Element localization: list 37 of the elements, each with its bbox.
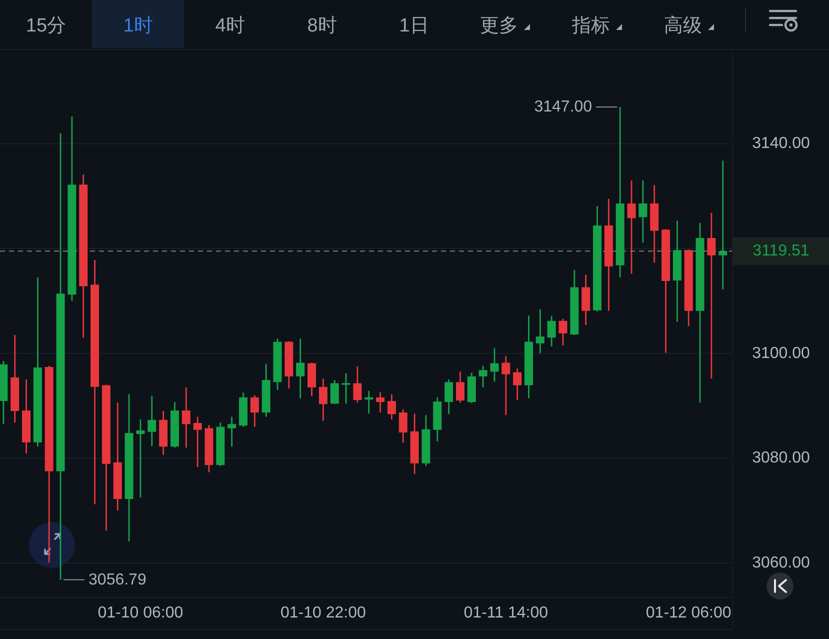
annotation: 3147.00 xyxy=(534,98,592,116)
x-tick-label: 01-10 22:00 xyxy=(280,604,366,622)
candlestick xyxy=(113,402,122,511)
y-tick-label: 3140.00 xyxy=(752,135,810,152)
candlestick xyxy=(353,366,362,403)
note: 3147.00 xyxy=(534,98,618,116)
candlestick xyxy=(478,366,488,388)
y-tick-label: 3080.00 xyxy=(752,450,810,467)
candlestick xyxy=(364,391,374,414)
y-tick-label: 3060.00 xyxy=(752,554,810,572)
candlestick xyxy=(502,356,510,416)
y-tick-label: 3100.00 xyxy=(752,344,810,362)
candlestick xyxy=(148,396,156,446)
candlestick xyxy=(90,260,100,504)
toolbar: 15分 1时 4时 8时 1日 更多 指标 高级 xyxy=(0,0,829,50)
note: 3056.79 xyxy=(63,571,146,588)
candlestick xyxy=(672,220,682,322)
candlestick xyxy=(513,368,522,400)
x-tick-label: 01-12 06:00 xyxy=(646,604,732,622)
candlestick xyxy=(638,180,648,243)
candlestick xyxy=(228,416,236,447)
annotation: 3056.79 xyxy=(88,571,146,588)
candlestick xyxy=(10,334,20,422)
candlestick xyxy=(376,392,385,413)
candlestick xyxy=(707,212,716,378)
x-tick-label: 01-11 14:00 xyxy=(464,604,548,622)
candlestick xyxy=(536,309,544,354)
candlestick xyxy=(296,338,305,398)
candlestick xyxy=(650,185,659,263)
candlestick xyxy=(193,416,202,468)
candlestick xyxy=(604,198,613,311)
x-tick-label: 01-10 06:00 xyxy=(98,604,184,622)
ref-line-label: 3119.51 xyxy=(752,242,810,260)
candlestick xyxy=(182,387,190,448)
candlestick xyxy=(616,107,624,278)
candlestick xyxy=(662,229,670,353)
candlestick xyxy=(718,160,728,290)
